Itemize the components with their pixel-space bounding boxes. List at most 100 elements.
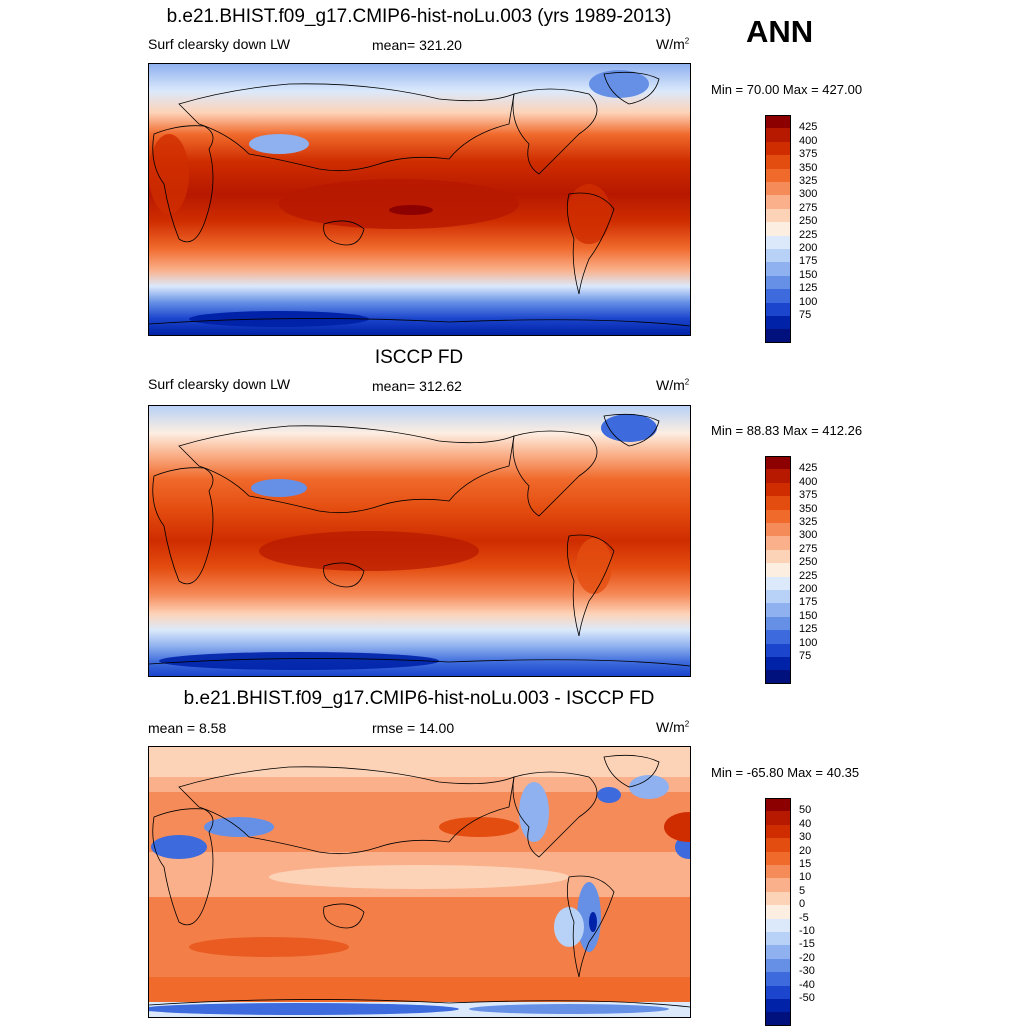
colorbar-swatch [765, 262, 791, 277]
panel2-map-plot [149, 406, 690, 676]
colorbar-tick-label: 175 [799, 255, 818, 268]
colorbar-swatch [765, 182, 791, 196]
colorbar-swatch [765, 932, 791, 946]
colorbar-tick-label: 175 [799, 596, 818, 609]
panel1-minmax: Min = 70.00 Max = 427.00 [711, 82, 863, 97]
colorbar-swatch [765, 972, 791, 987]
colorbar-swatch [765, 798, 791, 812]
colorbar-swatch [765, 222, 791, 237]
colorbar-swatch [765, 590, 791, 604]
colorbar-swatch [765, 999, 791, 1013]
colorbar-swatch [765, 865, 791, 879]
colorbar-tick-label: 300 [799, 529, 818, 542]
colorbar-swatch [765, 302, 791, 317]
colorbar-tick-label: 375 [799, 148, 818, 161]
colorbar-swatch [765, 878, 791, 893]
colorbar-tick-label: 100 [799, 295, 818, 308]
colorbar-tick-label: -10 [799, 925, 815, 937]
colorbar-tick-label: -20 [799, 951, 815, 964]
panel3-title: b.e21.BHIST.f09_g17.CMIP6-hist-noLu.003 … [183, 688, 655, 709]
colorbar-swatch [765, 643, 791, 658]
colorbar-tick-label: 50 [799, 804, 812, 817]
colorbar-tick-label: 400 [799, 134, 818, 147]
colorbar-tick-label: 200 [799, 242, 818, 254]
panel3-rmse-label: rmse = 14.00 [372, 720, 455, 736]
colorbar-tick-label: 350 [799, 502, 818, 515]
panel2-variable-label: Surf clearsky down LW [148, 376, 291, 392]
colorbar-tick-label: 275 [799, 201, 818, 214]
colorbar-swatch [765, 657, 791, 671]
colorbar-swatch [765, 316, 791, 330]
panel1-title: b.e21.BHIST.f09_g17.CMIP6-hist-noLu.003 … [166, 6, 672, 27]
colorbar-tick-label: 400 [799, 475, 818, 488]
panel2-mean-label: mean= 312.62 [372, 378, 462, 394]
colorbar-tick-label: 325 [799, 175, 818, 187]
colorbar-tick-label: 125 [799, 623, 818, 636]
colorbar-swatch [765, 616, 791, 631]
colorbar-swatch [765, 851, 791, 866]
colorbar-swatch [765, 168, 791, 183]
colorbar-swatch [765, 249, 791, 263]
colorbar-swatch [765, 155, 791, 170]
panel2-units: W/m2 [656, 377, 690, 393]
colorbar-swatch [765, 128, 791, 143]
panel3-minmax: Min = -65.80 Max = 40.35 [711, 765, 860, 780]
colorbar-tick-label: 425 [799, 462, 818, 475]
colorbar-tick-label: 425 [799, 121, 818, 134]
colorbar-tick-label: 150 [799, 609, 818, 622]
colorbar-tick-label: 250 [799, 556, 818, 569]
panel3-map-plot [149, 747, 690, 1017]
colorbar-swatch [765, 958, 791, 973]
colorbar-tick-label: 75 [799, 309, 812, 321]
colorbar-swatch [765, 603, 791, 618]
panel1-map [148, 63, 691, 336]
colorbar-tick-label: 300 [799, 188, 818, 201]
colorbar-swatch [765, 115, 791, 129]
colorbar-tick-label: 200 [799, 583, 818, 595]
colorbar-tick-label: -15 [799, 938, 815, 951]
colorbar-swatch [765, 670, 791, 685]
colorbar-swatch [765, 195, 791, 210]
colorbar-tick-label: 150 [799, 268, 818, 281]
colorbar-tick-label: 325 [799, 516, 818, 528]
colorbar-swatch [765, 496, 791, 511]
colorbar-swatch [765, 289, 791, 304]
colorbar-tick-label: -5 [799, 911, 809, 924]
colorbar-swatch [765, 275, 791, 290]
colorbar-swatch [765, 208, 791, 223]
colorbar-swatch [765, 523, 791, 537]
colorbar-swatch [765, 945, 791, 960]
colorbar-tick-label: 125 [799, 282, 818, 295]
panel3-map [148, 746, 691, 1018]
colorbar-tick-label: 275 [799, 542, 818, 555]
colorbar-tick-label: 350 [799, 161, 818, 174]
colorbar-swatch [765, 469, 791, 484]
colorbar-tick-label: 225 [799, 228, 818, 241]
panel1-variable-label: Surf clearsky down LW [148, 36, 291, 52]
colorbar-swatch [765, 482, 791, 497]
panel3-units: W/m2 [656, 719, 690, 735]
colorbar-tick-label: 375 [799, 489, 818, 502]
colorbar-tick-label: 75 [799, 650, 812, 662]
colorbar-swatch [765, 456, 791, 470]
season-label: ANN [746, 14, 814, 49]
panel1-mean-label: mean= 321.20 [372, 37, 462, 53]
colorbar-tick-label: 250 [799, 215, 818, 228]
colorbar-tick-label: 10 [799, 871, 812, 884]
colorbar-swatch [765, 985, 791, 1000]
colorbar-tick-label: 225 [799, 569, 818, 582]
colorbar-swatch [765, 536, 791, 551]
panel2-title: ISCCP FD [374, 347, 464, 368]
colorbar-swatch [765, 509, 791, 524]
colorbar-tick-label: 30 [799, 831, 812, 844]
colorbar-swatch [765, 563, 791, 578]
colorbar-swatch [765, 838, 791, 853]
colorbar-tick-label: 0 [799, 898, 806, 911]
colorbar-tick-label: -30 [799, 965, 815, 978]
colorbar-tick-label: 5 [799, 884, 806, 897]
colorbar-tick-label: -50 [799, 992, 815, 1004]
colorbar-tick-label: -40 [799, 978, 815, 991]
panel2-map [148, 405, 691, 677]
colorbar-tick-label: 40 [799, 817, 812, 830]
colorbar-swatch [765, 891, 791, 906]
